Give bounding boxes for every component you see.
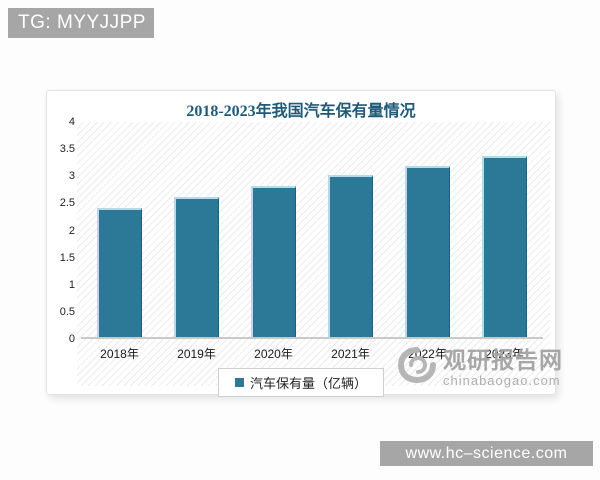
bar-slot-2023年 [466,122,543,337]
watermark-name: 观研报告网 [443,346,563,373]
y-tick-label: 3.5 [59,143,75,156]
y-axis-labels: 0 0.5 1 1.5 2 2.5 3 3.5 4 [49,116,75,345]
footer-site-badge: www.hc–science.com [380,441,593,466]
legend-label: 汽车保有量（亿辆） [249,376,368,391]
bar-2020年 [251,185,296,337]
x-tick-label: 2018年 [100,347,139,361]
x-tick-label: 2020年 [254,347,293,361]
y-tick-label: 4 [68,116,75,128]
y-tick-label: 2.5 [59,197,75,210]
tg-badge: TG: MYYJJPP [8,8,154,38]
plot-hatch-background [77,122,550,386]
watermark: 观研报告网 chinabaogao.com [396,346,563,389]
watermark-text: 观研报告网 chinabaogao.com [443,348,563,388]
y-tick-label: 1.5 [59,251,75,264]
legend: 汽车保有量（亿辆） [217,368,385,397]
y-tick-label: 0 [68,333,75,345]
bar-2023年 [482,156,527,337]
bar-2018年 [97,208,142,337]
y-tick-label: 2 [68,224,75,237]
bar-slot-2019年 [158,122,235,337]
chinabaogao-logo-icon [396,346,438,389]
bar-slot-2020年 [235,122,312,337]
bar-slot-2018年 [81,122,158,337]
bar-slot-2021年 [312,122,389,337]
bar-2022年 [405,165,450,337]
x-tick-label: 2023年 [485,347,524,361]
bar-slot-2022年 [389,122,466,337]
x-tick-label: 2019年 [177,347,216,361]
bar-2021年 [328,174,373,337]
chart-title: 2018-2023年我国汽车保有量情况 [186,103,416,120]
bar-2019年 [174,197,219,337]
y-tick-label: 1 [68,278,75,291]
chart-card: 2018-2023年我国汽车保有量情况 0 0.5 1 1.5 2 2.5 3 3.5 4 20… [46,90,556,397]
plot-area [81,122,543,339]
y-tick-label: 0.5 [59,305,75,318]
legend-swatch [234,378,244,387]
watermark-domain: chinabaogao.com [443,372,561,388]
y-tick-label: 3 [68,170,75,183]
x-tick-label: 2021年 [331,347,370,361]
